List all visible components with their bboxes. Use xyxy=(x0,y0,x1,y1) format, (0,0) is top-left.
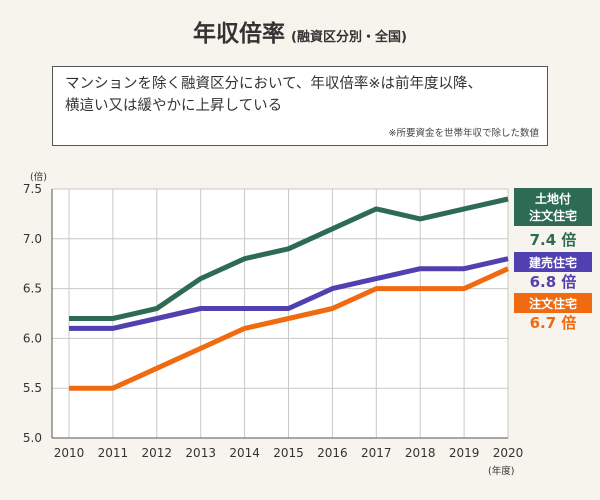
x-tick-label: 2014 xyxy=(229,446,260,460)
y-tick-label: 7.5 xyxy=(23,182,42,196)
chart-title-sub: (融資区分別・全国) xyxy=(291,30,407,45)
legend-box-1 xyxy=(514,252,592,272)
x-tick-label: 2013 xyxy=(185,446,216,460)
x-unit-label: (年度) xyxy=(488,465,514,477)
x-tick-label: 2016 xyxy=(317,446,348,460)
chart-title: 年収倍率 (融資区分別・全国) xyxy=(0,14,600,48)
y-tick-label: 5.0 xyxy=(23,431,42,445)
x-tick-label: 2019 xyxy=(449,446,480,460)
y-tick-label: 5.5 xyxy=(23,381,42,395)
series-line-1 xyxy=(69,256,509,331)
x-tick-label: 2012 xyxy=(142,446,173,460)
y-tick-label: 6.5 xyxy=(23,282,42,296)
series-line-0 xyxy=(69,196,509,321)
y-unit-label: (倍) xyxy=(30,171,47,183)
x-tick-label: 2017 xyxy=(361,446,392,460)
plot-area xyxy=(52,189,508,438)
legend-value-2: 6.7 倍 xyxy=(530,314,577,332)
y-tick-label: 7.0 xyxy=(23,232,42,246)
x-tick-label: 2011 xyxy=(98,446,129,460)
summary-note-box: マンションを除く融資区分において、年収倍率※は前年度以降、 横這い又は緩やかに上… xyxy=(52,66,548,146)
x-tick-label: 2018 xyxy=(405,446,436,460)
x-tick-label: 2015 xyxy=(273,446,304,460)
legend-name-0: 注文住宅 xyxy=(529,208,577,223)
legend-value-0: 7.4 倍 xyxy=(530,231,577,249)
legend-value-1: 6.8 倍 xyxy=(530,273,577,291)
x-tick-label: 2010 xyxy=(54,446,85,460)
legend-name-1: 建売住宅 xyxy=(528,255,577,270)
summary-note-line-2: 横這い又は緩やかに上昇している xyxy=(65,98,283,114)
legend-name-0: 土地付 xyxy=(535,191,571,206)
y-tick-label: 6.0 xyxy=(23,331,42,345)
legend-box-0 xyxy=(514,188,592,226)
summary-note-line-1: マンションを除く融資区分において、年収倍率※は前年度以降、 xyxy=(65,76,482,92)
x-tick-label: 2020 xyxy=(493,446,524,460)
legend-box-2 xyxy=(514,293,592,313)
summary-footnote: ※所要資金を世帯年収で除した数値 xyxy=(388,128,539,139)
chart-title-main: 年収倍率 xyxy=(193,21,286,47)
series-line-2 xyxy=(69,266,510,391)
legend-name-2: 注文住宅 xyxy=(529,296,577,311)
